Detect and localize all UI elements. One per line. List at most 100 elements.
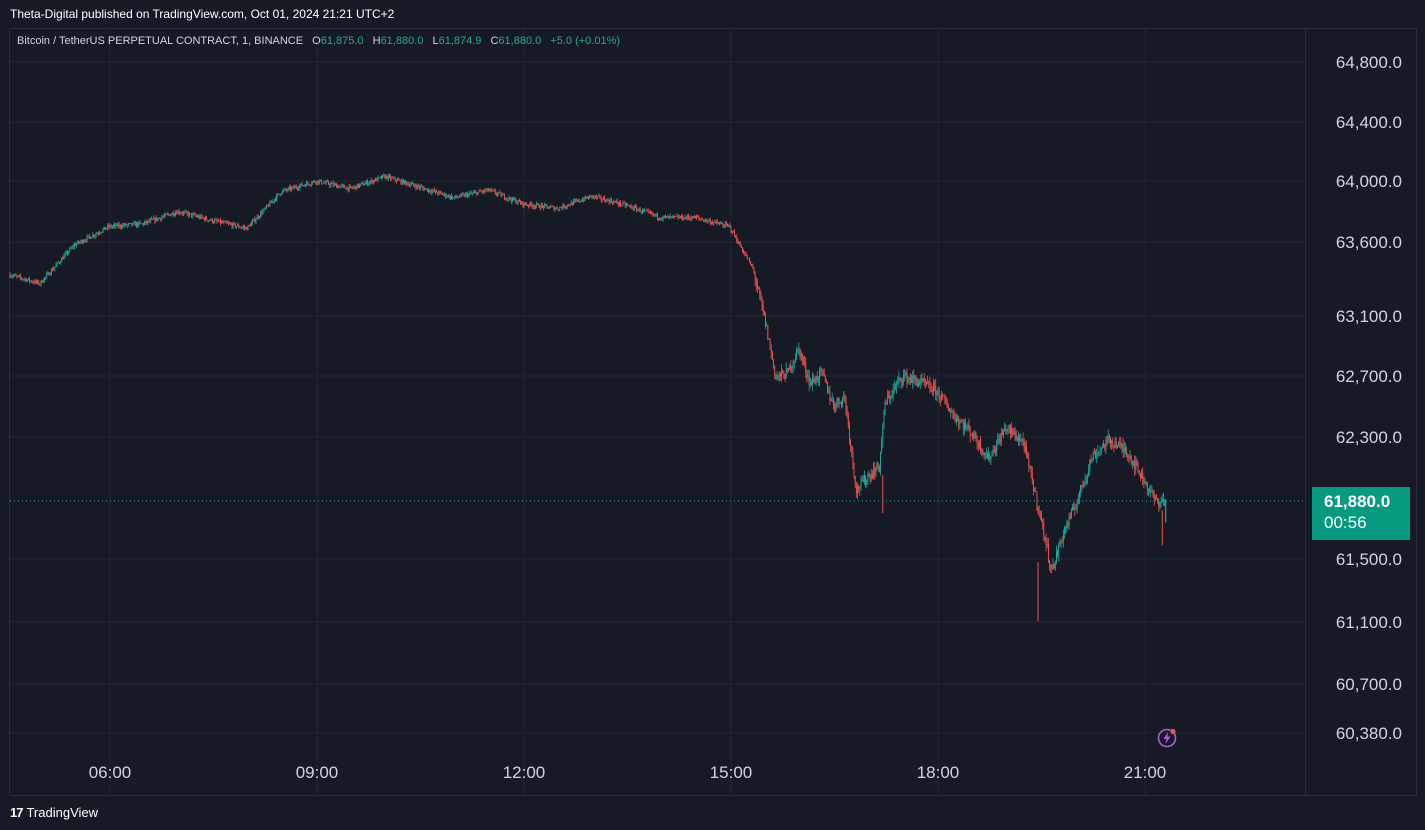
- lightning-icon[interactable]: [1157, 728, 1177, 748]
- candle-body: [147, 220, 149, 223]
- candle-body: [1033, 482, 1034, 491]
- candle-body: [152, 219, 153, 220]
- candle-body: [788, 368, 789, 370]
- candle-body: [1044, 537, 1046, 539]
- candle-body: [539, 207, 541, 209]
- candle-body: [217, 221, 219, 222]
- candle-body: [796, 351, 797, 359]
- candle-body: [441, 193, 443, 195]
- candle-body: [485, 190, 487, 192]
- candle-body: [599, 195, 601, 197]
- candle-body: [610, 199, 612, 203]
- candle-body: [697, 217, 699, 218]
- candle-body: [654, 214, 656, 216]
- candle-body: [241, 227, 243, 229]
- tradingview-logo[interactable]: 17 TradingView: [10, 805, 98, 820]
- candle-body: [222, 221, 224, 223]
- candle-body: [983, 452, 985, 455]
- candle-body: [1022, 438, 1024, 442]
- candle-body: [252, 220, 254, 223]
- candle-body: [926, 382, 927, 384]
- current-price-value: 61,880.0: [1324, 492, 1391, 511]
- candle-body: [46, 274, 48, 277]
- candle-body: [1012, 428, 1014, 435]
- candle-body: [514, 199, 516, 201]
- candle-body: [693, 216, 695, 219]
- candle-body: [107, 225, 109, 229]
- candle-body: [260, 212, 262, 217]
- candle-body: [382, 175, 383, 179]
- symbol-label[interactable]: Bitcoin / TetherUS PERPETUAL CONTRACT, 1…: [17, 35, 304, 47]
- candle-body: [40, 280, 42, 285]
- candle-body: [826, 381, 827, 383]
- candle-body: [840, 402, 842, 406]
- candle-body: [150, 219, 152, 220]
- candle-body: [163, 215, 165, 217]
- candle-body: [642, 209, 643, 212]
- candle-body: [408, 183, 410, 186]
- candle-body: [410, 183, 412, 185]
- candle-body: [341, 185, 343, 187]
- candle-body: [620, 201, 622, 206]
- candle-body: [589, 195, 590, 199]
- candle-body: [490, 189, 492, 191]
- candle-body: [936, 390, 938, 396]
- candle-body: [1120, 442, 1122, 447]
- candle-body: [662, 216, 664, 219]
- candle-body: [482, 191, 484, 193]
- candle-body: [301, 183, 303, 186]
- candle-body: [855, 485, 857, 494]
- candle-body: [403, 180, 405, 185]
- candle-body: [627, 204, 628, 206]
- candle-body: [812, 378, 814, 385]
- candle-body: [44, 277, 45, 282]
- candle-body: [172, 212, 174, 216]
- y-tick-label: 64,400.0: [1336, 113, 1402, 132]
- candle-body: [248, 225, 250, 226]
- candle-body: [275, 199, 277, 201]
- candle-body: [625, 204, 627, 206]
- candle-body: [453, 197, 455, 198]
- candle-body: [355, 186, 357, 189]
- candle-body: [708, 220, 710, 222]
- candle-body: [754, 273, 756, 281]
- candle-body: [190, 213, 191, 214]
- candle-body: [939, 398, 941, 401]
- candle-body: [506, 198, 508, 200]
- candle-body: [1098, 451, 1100, 453]
- candle-body: [600, 196, 602, 200]
- candle-body: [852, 450, 854, 464]
- candle-body: [538, 204, 540, 208]
- candle-body: [950, 410, 952, 412]
- candle-body: [55, 264, 57, 267]
- chart-frame[interactable]: [9, 28, 1417, 796]
- candle-body: [702, 219, 704, 222]
- candle-body: [90, 236, 91, 239]
- candle-body: [291, 187, 293, 190]
- candle-body: [267, 205, 268, 207]
- candle-body: [352, 187, 354, 189]
- candle-body: [22, 278, 24, 280]
- candle-body: [705, 219, 707, 221]
- candle-body: [904, 374, 906, 376]
- candle-body: [658, 218, 659, 220]
- candle-body: [980, 440, 981, 452]
- candle-body: [309, 184, 311, 186]
- candle-body: [406, 182, 408, 185]
- candle-body: [308, 183, 310, 185]
- candle-body: [834, 405, 835, 409]
- candle-body: [1105, 439, 1107, 449]
- candle-body: [481, 191, 482, 193]
- candle-body: [996, 443, 998, 451]
- candle-body: [1096, 453, 1098, 458]
- candle-body: [929, 382, 931, 389]
- candle-body: [21, 277, 22, 279]
- candle-body: [349, 186, 351, 188]
- candle-body: [369, 181, 371, 184]
- candle-body: [294, 186, 296, 189]
- candle-body: [686, 215, 688, 219]
- candle-body: [579, 201, 581, 203]
- candle-body: [1138, 470, 1140, 476]
- candle-body: [393, 177, 395, 179]
